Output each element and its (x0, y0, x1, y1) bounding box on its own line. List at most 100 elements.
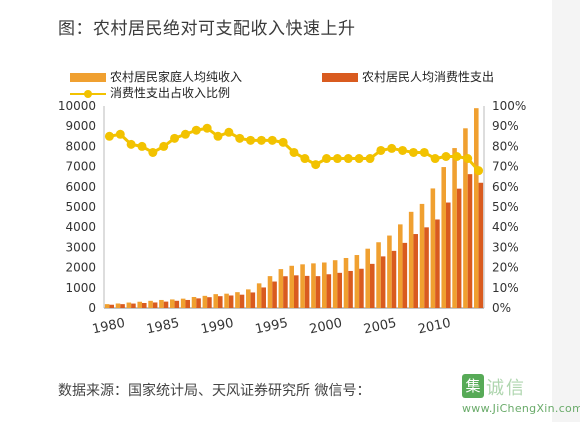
bar-consumption (228, 295, 234, 308)
bar-consumption (152, 302, 158, 308)
watermark-url: www.JiChengXin.com (462, 402, 580, 415)
legend-income-label: 农村居民家庭人均纯收入 (110, 70, 243, 84)
ratio-point (256, 135, 266, 145)
x-tick-label: 1985 (145, 316, 180, 338)
bar-consumption (380, 256, 386, 308)
y-right-tick-label: 100% (492, 99, 526, 113)
bar-income (463, 128, 468, 308)
bar-consumption (218, 296, 223, 308)
watermark-text: 诚信 (486, 378, 526, 399)
bar-consumption (185, 299, 190, 308)
page-edge (552, 0, 580, 422)
bar-income (170, 299, 175, 308)
bar-consumption (413, 234, 418, 308)
bar-income (398, 224, 403, 308)
y-right-tick-label: 30% (492, 240, 519, 254)
ratio-point (267, 135, 277, 145)
bar-consumption (424, 227, 429, 308)
ratio-point (235, 133, 245, 143)
bar-income (376, 242, 381, 308)
bar-income (278, 269, 284, 308)
y-right-tick-label: 70% (492, 160, 519, 174)
bar-income (419, 203, 425, 308)
legend-ratio: 消费性支出占收入比例 (70, 84, 230, 101)
bar-income (191, 296, 197, 308)
ratio-point (224, 127, 234, 137)
y-left-tick-label: 5000 (65, 200, 96, 214)
bar-consumption (239, 294, 245, 308)
bar-income (452, 148, 457, 308)
y-right-tick-label: 0% (492, 301, 511, 315)
bar-income (300, 264, 305, 308)
bar-income (311, 263, 316, 308)
ratio-point (126, 139, 136, 149)
y-left-tick-label: 6000 (65, 180, 96, 194)
bar-consumption (348, 270, 353, 308)
ratio-point (398, 145, 408, 155)
bar-income (159, 299, 164, 308)
bar-consumption (456, 188, 462, 308)
ratio-point (419, 147, 429, 157)
bar-income (115, 303, 121, 308)
x-tick-label: 2000 (308, 316, 343, 338)
legend-income-swatch (70, 73, 106, 82)
y-right-tick-label: 20% (492, 261, 519, 275)
bar-consumption (283, 276, 288, 308)
bar-income (256, 283, 262, 308)
x-tick-label: 1995 (254, 316, 289, 338)
ratio-point (354, 154, 364, 164)
bar-consumption (370, 263, 375, 308)
bar-income (441, 167, 446, 308)
y-left-tick-label: 0 (88, 301, 96, 315)
watermark: 集 诚信 www.JiChengXin.com (462, 374, 580, 418)
ratio-point (159, 141, 169, 151)
bar-consumption (359, 268, 364, 308)
bar-consumption (391, 250, 397, 308)
y-left-tick-label: 9000 (65, 119, 96, 133)
bar-income (126, 302, 132, 308)
ratio-point (289, 147, 299, 157)
bar-income (365, 248, 370, 308)
x-tick-label: 2010 (417, 316, 452, 338)
bar-consumption (163, 301, 169, 308)
bar-income (408, 211, 414, 308)
legend-consumption-swatch (322, 73, 358, 82)
y-left-tick-label: 7000 (65, 160, 96, 174)
ratio-point (300, 154, 310, 164)
chart-title: 图：农村居民绝对可支配收入快速上升 (58, 19, 356, 39)
bar-income (474, 108, 479, 308)
ratio-point (332, 154, 342, 164)
bar-consumption (131, 303, 136, 308)
bar-income (332, 260, 338, 308)
bar-consumption (109, 304, 114, 308)
ratio-point (452, 152, 462, 161)
bar-income (235, 292, 240, 308)
y-right-tick-label: 40% (492, 220, 519, 234)
y-left-tick-label: 1000 (65, 281, 96, 295)
bar-income (289, 265, 294, 308)
ratio-point (180, 129, 190, 139)
ratio-point (387, 143, 397, 153)
bar-consumption (120, 304, 125, 308)
bar-income (246, 289, 251, 308)
ratio-point (148, 147, 158, 157)
bar-consumption (272, 281, 277, 308)
x-tick-label: 1980 (91, 316, 126, 338)
bar-income (224, 293, 229, 308)
bar-consumption (402, 242, 408, 308)
bar-consumption (174, 300, 180, 308)
y-right-tick-label: 80% (492, 139, 519, 153)
ratio-point (365, 154, 375, 164)
y-right-tick-label: 10% (492, 281, 519, 295)
bar-income (387, 235, 392, 308)
y-right-tick-label: 60% (492, 180, 519, 194)
ratio-point (463, 154, 473, 164)
bar-consumption (294, 275, 299, 308)
bar-consumption (196, 298, 201, 308)
ratio-point (170, 133, 180, 143)
bar-consumption (326, 274, 332, 308)
legend-consumption-label: 农村居民人均消费性支出 (362, 70, 495, 84)
y-left-tick-label: 8000 (65, 139, 96, 153)
bar-income (202, 295, 208, 308)
ratio-point (311, 160, 321, 170)
